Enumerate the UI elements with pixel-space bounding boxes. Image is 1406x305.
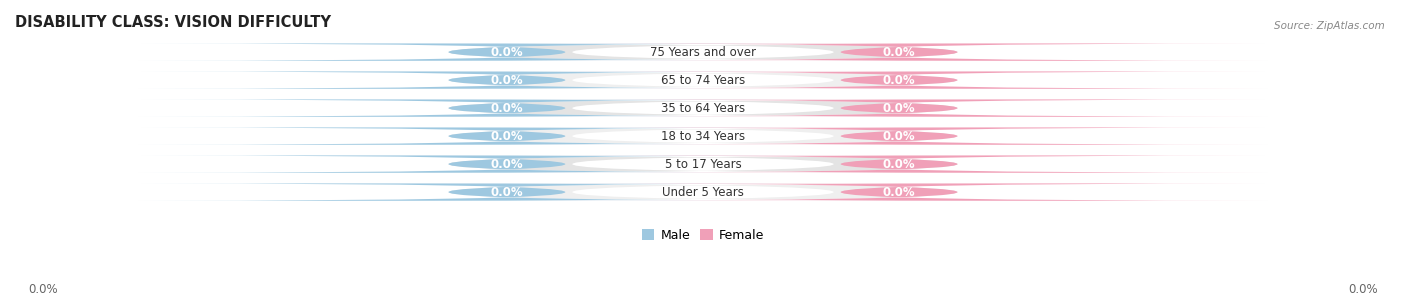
Text: 0.0%: 0.0% [28,283,58,296]
Text: 18 to 34 Years: 18 to 34 Years [661,130,745,143]
Text: 65 to 74 Years: 65 to 74 Years [661,74,745,87]
Text: 0.0%: 0.0% [491,46,523,59]
FancyBboxPatch shape [531,183,1267,201]
FancyBboxPatch shape [449,71,957,89]
Text: 0.0%: 0.0% [1348,283,1378,296]
FancyBboxPatch shape [531,99,1267,117]
Text: 5 to 17 Years: 5 to 17 Years [665,158,741,170]
FancyBboxPatch shape [139,183,875,201]
Text: 35 to 64 Years: 35 to 64 Years [661,102,745,115]
FancyBboxPatch shape [449,156,957,173]
Text: 0.0%: 0.0% [883,158,915,170]
Text: Source: ZipAtlas.com: Source: ZipAtlas.com [1274,21,1385,31]
Text: 0.0%: 0.0% [883,46,915,59]
Text: 0.0%: 0.0% [491,130,523,143]
Text: 0.0%: 0.0% [491,186,523,199]
Text: 0.0%: 0.0% [491,158,523,170]
Text: 0.0%: 0.0% [491,102,523,115]
FancyBboxPatch shape [531,43,1267,61]
FancyBboxPatch shape [408,99,998,117]
Text: 0.0%: 0.0% [883,130,915,143]
Text: 0.0%: 0.0% [491,74,523,87]
FancyBboxPatch shape [139,156,875,173]
Text: DISABILITY CLASS: VISION DIFFICULTY: DISABILITY CLASS: VISION DIFFICULTY [15,15,330,30]
FancyBboxPatch shape [408,127,998,145]
FancyBboxPatch shape [531,127,1267,145]
FancyBboxPatch shape [408,156,998,173]
FancyBboxPatch shape [449,43,957,61]
Text: 75 Years and over: 75 Years and over [650,46,756,59]
FancyBboxPatch shape [139,99,875,117]
FancyBboxPatch shape [139,127,875,145]
FancyBboxPatch shape [531,71,1267,89]
Text: 0.0%: 0.0% [883,102,915,115]
FancyBboxPatch shape [408,183,998,201]
Text: Under 5 Years: Under 5 Years [662,186,744,199]
Legend: Male, Female: Male, Female [637,224,769,247]
FancyBboxPatch shape [408,71,998,89]
FancyBboxPatch shape [449,127,957,145]
FancyBboxPatch shape [449,99,957,117]
FancyBboxPatch shape [408,43,998,61]
FancyBboxPatch shape [449,183,957,201]
FancyBboxPatch shape [139,43,875,61]
FancyBboxPatch shape [531,156,1267,173]
Text: 0.0%: 0.0% [883,186,915,199]
Text: 0.0%: 0.0% [883,74,915,87]
FancyBboxPatch shape [139,71,875,89]
